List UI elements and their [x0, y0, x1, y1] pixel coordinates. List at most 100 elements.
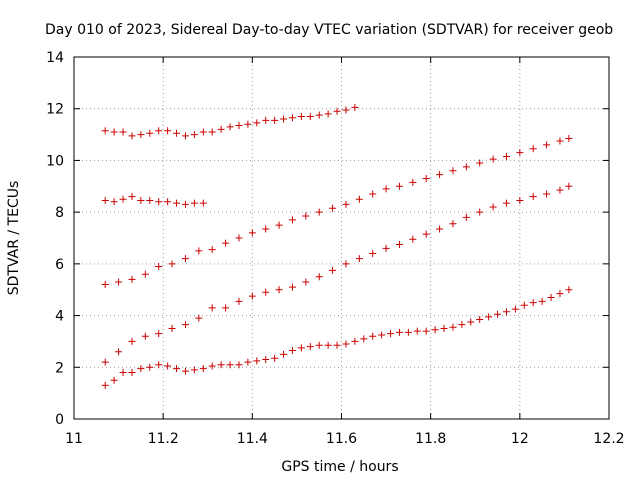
series-track-2 [101, 193, 207, 208]
data-point [409, 235, 417, 243]
y-axis-ticks: 0 2 4 6 8 10 12 14 [46, 50, 609, 428]
data-point [449, 220, 457, 228]
data-point [168, 260, 176, 268]
y-tick-label: 8 [55, 205, 64, 221]
y-tick-label: 4 [55, 309, 64, 325]
data-point [529, 193, 537, 201]
data-point [502, 153, 510, 161]
data-point [173, 365, 181, 373]
data-point [324, 110, 332, 118]
data-point [342, 106, 350, 114]
data-point [128, 337, 136, 345]
data-point [155, 198, 163, 206]
data-point [119, 368, 127, 376]
data-point [199, 365, 207, 373]
data-point [436, 171, 444, 179]
data-point [529, 145, 537, 153]
data-point [333, 341, 341, 349]
data-point [351, 337, 359, 345]
x-tick-label: 12 [511, 431, 529, 447]
x-tick-label: 11.6 [326, 431, 357, 447]
data-point [315, 111, 323, 119]
data-point [155, 361, 163, 369]
x-tick-label: 11 [65, 431, 83, 447]
data-point [329, 266, 337, 274]
data-point [369, 332, 377, 340]
data-point [288, 114, 296, 122]
data-point [476, 315, 484, 323]
data-point [449, 323, 457, 331]
data-point [462, 163, 470, 171]
data-point [137, 365, 145, 373]
data-point [467, 318, 475, 326]
x-axis-label: GPS time / hours [281, 459, 398, 475]
y-tick-label: 14 [46, 50, 64, 66]
data-point [262, 225, 270, 233]
data-point [516, 149, 524, 157]
data-point [315, 208, 323, 216]
data-point [302, 278, 310, 286]
data-point [190, 366, 198, 374]
data-point [119, 128, 127, 136]
x-tick-label: 12.2 [593, 431, 624, 447]
data-point [422, 175, 430, 183]
data-point [164, 127, 172, 135]
data-point [137, 197, 145, 205]
data-point [297, 344, 305, 352]
data-point [306, 343, 314, 351]
data-point [476, 159, 484, 167]
data-point [436, 225, 444, 233]
data-point [529, 299, 537, 307]
data-point [146, 197, 154, 205]
data-point [360, 335, 368, 343]
data-point [101, 381, 109, 389]
data-point [248, 292, 256, 300]
data-point [101, 281, 109, 289]
data-point [253, 119, 261, 127]
data-point [494, 310, 502, 318]
data-point [141, 270, 149, 278]
data-point [355, 195, 363, 203]
data-point [226, 361, 234, 369]
data-point [547, 293, 555, 301]
data-point [565, 182, 573, 190]
data-point [271, 354, 279, 362]
data-point [195, 314, 203, 322]
data-point [208, 246, 216, 254]
data-point [217, 361, 225, 369]
data-point [382, 244, 390, 252]
data-point [155, 330, 163, 338]
data-point [288, 283, 296, 291]
data-point [137, 131, 145, 139]
data-point [342, 340, 350, 348]
data-point [440, 325, 448, 332]
data-point [110, 128, 118, 136]
data-point [489, 155, 497, 163]
data-point [128, 193, 136, 201]
data-point [333, 107, 341, 115]
data-point [315, 341, 323, 349]
y-axis-label: SDTVAR / TECUs [6, 181, 22, 296]
series-track-3 [101, 134, 573, 289]
chart-title: Day 010 of 2023, Sidereal Day-to-day VTE… [45, 22, 613, 38]
data-point [489, 203, 497, 211]
data-point [395, 240, 403, 248]
data-point [511, 305, 519, 313]
data-point [262, 288, 270, 296]
data-point [119, 195, 127, 203]
data-point [128, 275, 136, 283]
data-point [101, 358, 109, 366]
x-tick-label: 11.8 [415, 431, 446, 447]
data-point [538, 297, 546, 305]
data-point [324, 341, 332, 349]
y-tick-label: 6 [55, 257, 64, 273]
data-point [115, 278, 123, 286]
data-point [351, 103, 359, 111]
data-point [128, 132, 136, 140]
data-point [146, 363, 154, 371]
data-point [556, 137, 564, 145]
data-point [378, 331, 386, 339]
data-point [315, 273, 323, 281]
data-point [181, 255, 189, 263]
